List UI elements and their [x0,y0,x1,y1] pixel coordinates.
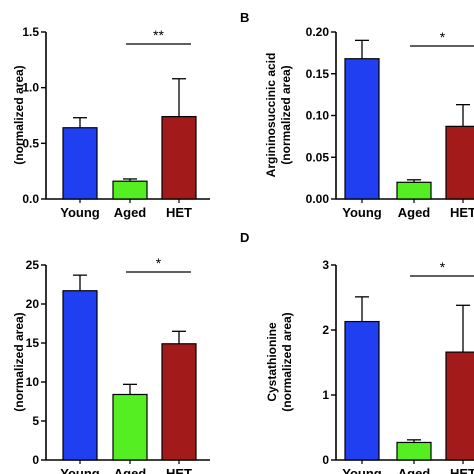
bar-young [62,127,98,200]
significance-label: ** [153,27,164,43]
bar-het [445,125,474,200]
x-tick-label-het: HET [166,466,192,474]
x-tick-label-het: HET [166,205,192,220]
x-tick-label-het: HET [450,205,474,220]
y-axis-title-line: Cystathionine [265,322,279,402]
x-tick-label-aged: Aged [114,466,147,474]
bar-young [344,320,380,461]
x-tick-label-aged: Aged [114,205,147,220]
y-axis-title: (normalized area) [12,312,26,411]
panel-b-argininosuccinic-acid: B 0.00 0.05 0.10 0.15 0.20 Argininosuccinic ac… [240,10,474,220]
y-tick-label: 0.00 [306,192,330,206]
y-tick-label: 5 [32,414,39,428]
y-axis-title-line: (normalized area) [279,65,293,164]
panel-a-normalized-area: 0.0 0.5 1.0 1.5 (normalized area) Young Aged HE… [12,25,210,220]
panel-letter: B [240,10,249,25]
y-axis-title: (normalized area) [12,65,26,164]
bar-young [344,58,380,200]
x-tick-label-het: HET [450,466,474,474]
significance-label: * [440,259,446,275]
bar-young [62,290,98,461]
bar-aged [112,393,148,461]
y-tick-label: 0 [32,453,39,467]
y-tick-label: 3 [322,258,329,272]
y-axis-title-line: Argininosuccinic acid [264,53,278,178]
x-tick-label-young: Young [342,205,382,220]
x-tick-label-aged: Aged [398,466,431,474]
y-tick-label: 1.0 [22,81,39,95]
panel-d-cystathionine: D 0 1 2 3 Cystathionine(normalized area) Young… [240,230,474,474]
panel-c-normalized-area: 0 5 10 15 20 25 (normalized area) Young Aged HET * [12,255,210,474]
significance-label: * [156,255,162,271]
y-tick-label: 0.20 [306,25,330,39]
y-tick-label: 15 [26,336,40,350]
y-tick-label: 2 [322,323,329,337]
x-tick-label-young: Young [60,205,100,220]
panel-letter: D [240,230,249,245]
x-tick-label-young: Young [60,466,100,474]
bar-aged [396,181,432,200]
y-tick-label: 20 [26,297,40,311]
significance-label: * [440,29,446,45]
y-axis-title: Cystathionine(normalized area) [265,312,294,411]
y-tick-label: 0 [322,453,329,467]
y-tick-label: 1.5 [22,25,39,39]
y-tick-label: 0.05 [306,150,330,164]
y-tick-label: 25 [26,258,40,272]
y-tick-label: 0.5 [22,136,39,150]
bar-het [445,351,474,461]
bar-aged [396,441,432,461]
x-tick-label-aged: Aged [398,205,431,220]
y-tick-label: 0.15 [306,67,330,81]
y-axis-title: Argininosuccinic acid(normalized area) [264,53,293,178]
y-tick-label: 10 [26,375,40,389]
bar-het [161,116,197,200]
y-tick-label: 0.0 [22,192,39,206]
y-tick-label: 1 [322,388,329,402]
x-tick-label-young: Young [342,466,382,474]
bar-het [161,343,197,461]
y-axis-title-line: (normalized area) [280,312,294,411]
bar-aged [112,180,148,200]
y-tick-label: 0.10 [306,109,330,123]
